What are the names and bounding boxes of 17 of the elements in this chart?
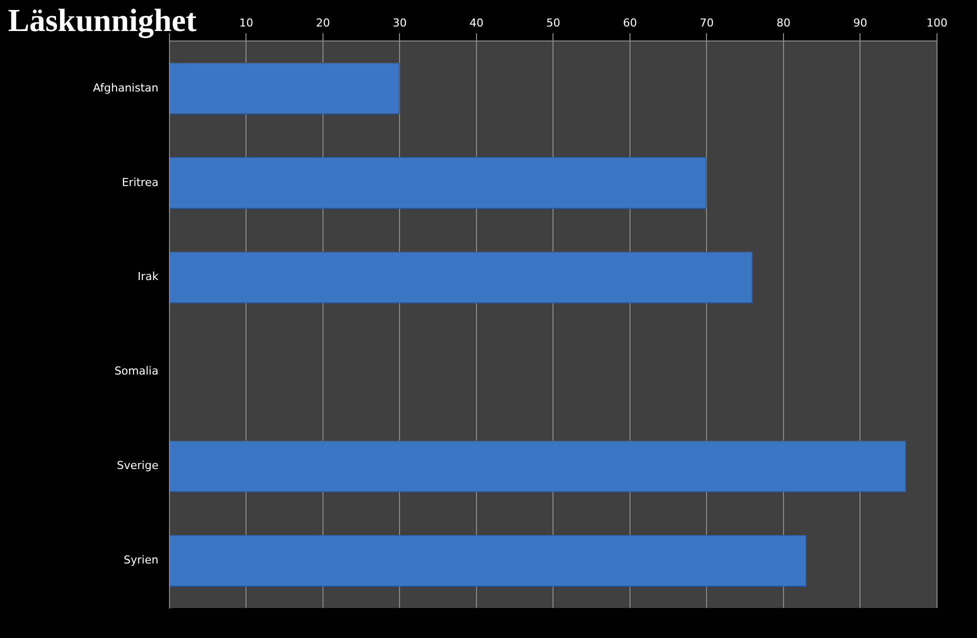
y-tick-label: Irak xyxy=(138,270,160,284)
x-tick-label: 70 xyxy=(700,16,714,30)
y-tick-label: Somalia xyxy=(114,364,158,378)
x-tick-label: 50 xyxy=(546,16,560,30)
y-tick-label: Syrien xyxy=(124,554,159,567)
chart-title: Läskunnighet xyxy=(8,2,197,39)
x-tick-label: 90 xyxy=(853,16,868,30)
x-tick-label: 20 xyxy=(316,16,330,30)
x-tick-label: 30 xyxy=(392,16,407,30)
y-tick-label: Eritrea xyxy=(122,176,158,189)
x-tick-label: 60 xyxy=(622,16,637,30)
x-tick-label: 80 xyxy=(776,16,790,30)
y-tick-label: Sverige xyxy=(116,459,159,472)
x-tick-label: 40 xyxy=(469,16,484,30)
x-tick-label: 10 xyxy=(239,16,254,30)
x-tick-label: 100 xyxy=(926,16,948,30)
y-tick-label: Afghanistan xyxy=(93,81,159,94)
